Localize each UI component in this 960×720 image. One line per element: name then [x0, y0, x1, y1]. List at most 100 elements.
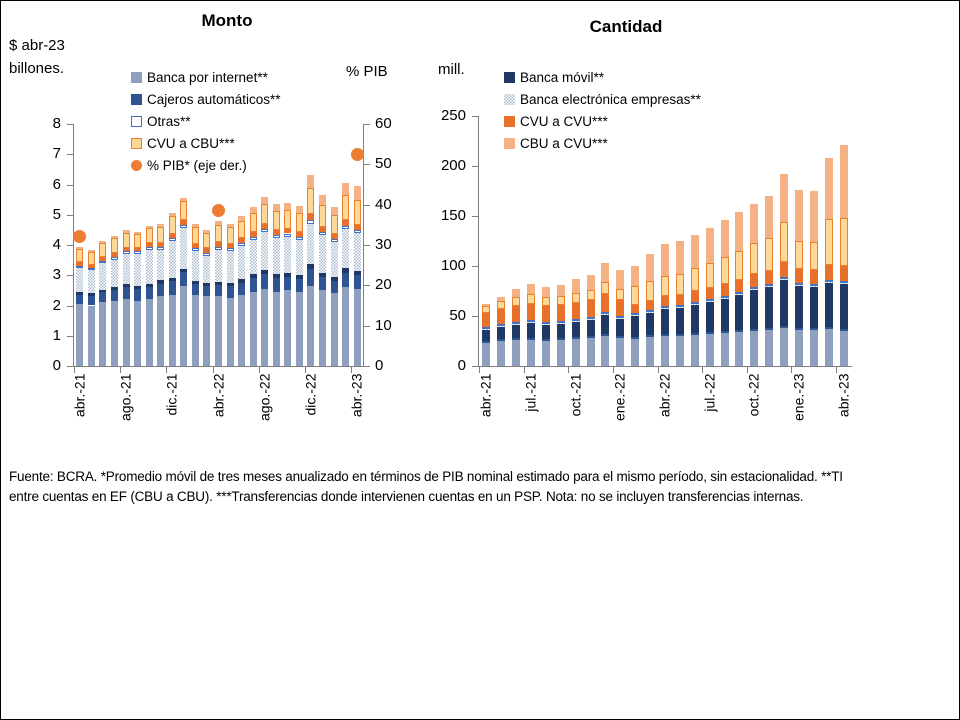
segment-empresas	[601, 314, 610, 315]
segment-banca_internet	[261, 288, 269, 366]
legend-item-pib: % PIB* (eje der.)	[131, 155, 247, 175]
y-axis-tick	[67, 214, 73, 216]
segment-banca_internet	[145, 299, 153, 366]
segment-cvu_cvu	[203, 248, 211, 253]
segment-cvu_cbu	[661, 276, 669, 296]
segment-cbu_cvu	[497, 297, 506, 301]
segment-banca_internet	[720, 333, 729, 366]
segment-cvu_cvu	[76, 262, 84, 266]
y-axis-tick	[472, 116, 478, 117]
y-axis-right-tick	[364, 124, 370, 125]
segment-cvu_cbu	[690, 268, 699, 291]
segment-cajeros	[541, 339, 550, 341]
segment-banca_movil	[705, 302, 714, 332]
x-axis-tick	[612, 367, 614, 373]
segment-empresas	[780, 279, 789, 280]
monto-left-axis-unit-line1: $ abr-23	[9, 37, 65, 54]
segment-empresas	[215, 249, 222, 282]
segment-otras	[226, 248, 234, 252]
segment-cajeros	[134, 288, 142, 301]
segment-otras	[319, 231, 327, 235]
segment-cvu_cvu	[601, 294, 610, 312]
y-axis-tick	[67, 335, 73, 337]
segment-banca_internet	[556, 340, 565, 366]
x-axis-tick	[74, 367, 75, 373]
segment-empresas	[99, 263, 107, 290]
y-axis-tick	[472, 316, 478, 317]
segment-banca_movil	[261, 270, 269, 275]
segment-otras	[527, 320, 536, 322]
segment-otras	[168, 238, 176, 242]
segment-cbu_cvu	[110, 236, 118, 239]
pib-dot-abr.-21	[73, 230, 87, 244]
segment-cajeros	[261, 274, 269, 289]
segment-banca_internet	[307, 285, 315, 366]
y-axis-tick-label: 4	[52, 236, 61, 253]
segment-banca_internet	[122, 299, 130, 366]
segment-cajeros	[168, 281, 176, 295]
segment-empresas	[705, 301, 714, 302]
segment-otras	[180, 224, 188, 228]
y-axis-right-tick	[364, 164, 370, 166]
y-axis-tick-label: 3	[52, 266, 61, 284]
segment-otras	[110, 257, 118, 260]
legend-swatch-cbu_cvu	[504, 137, 515, 149]
segment-otras	[497, 324, 506, 326]
y-axis-tick	[67, 366, 73, 367]
segment-cbu_cvu	[215, 221, 222, 225]
segment-banca_internet	[168, 294, 176, 366]
segment-banca_movil	[168, 277, 176, 282]
segment-empresas	[249, 239, 257, 275]
segment-banca_internet	[482, 343, 491, 366]
segment-banca_movil	[631, 316, 640, 337]
segment-cvu_cvu	[631, 305, 640, 313]
pib-dot-abr.-22	[212, 204, 225, 218]
segment-cvu_cvu	[330, 234, 338, 239]
segment-banca_movil	[87, 293, 95, 296]
segment-otras	[342, 225, 350, 229]
segment-cvu_cvu	[646, 301, 655, 310]
segment-cajeros	[215, 284, 222, 297]
segment-otras	[134, 251, 142, 255]
segment-cajeros	[556, 338, 565, 340]
y-axis-line	[478, 116, 479, 367]
segment-cbu_cvu	[482, 304, 491, 306]
segment-cvu_cvu	[765, 271, 774, 284]
legend-swatch-banca_movil	[504, 71, 515, 83]
segment-banca_internet	[809, 330, 818, 366]
segment-empresas	[675, 307, 684, 308]
segment-empresas	[839, 283, 848, 284]
segment-banca_movil	[134, 285, 142, 289]
segment-cvu_cbu	[527, 294, 536, 304]
segment-cvu_cbu	[238, 220, 246, 239]
segment-banca_internet	[824, 329, 833, 366]
segment-banca_movil	[284, 272, 292, 277]
segment-cvu_cvu	[794, 269, 803, 283]
segment-banca_internet	[295, 291, 303, 366]
y-axis-right-tick-label: 0	[375, 357, 384, 374]
segment-otras	[353, 230, 361, 234]
segment-cajeros	[690, 333, 699, 335]
segment-banca_movil	[646, 313, 655, 335]
segment-cvu_cvu	[191, 243, 199, 249]
segment-empresas	[168, 241, 176, 278]
segment-empresas	[735, 294, 744, 295]
segment-cvu_cvu	[99, 257, 107, 261]
x-axis-tick	[702, 367, 704, 373]
segment-banca_movil	[661, 309, 669, 334]
segment-cbu_cvu	[191, 224, 199, 228]
segment-empresas	[307, 223, 315, 265]
segment-cvu_cbu	[110, 238, 118, 254]
segment-banca_internet	[631, 339, 640, 366]
segment-otras	[705, 299, 714, 301]
segment-banca_internet	[765, 330, 774, 366]
segment-empresas	[794, 285, 803, 286]
segment-banca_internet	[99, 302, 107, 366]
segment-otras	[284, 233, 292, 237]
segment-cvu_cvu	[215, 242, 222, 247]
source-footnote: Fuente: BCRA. *Promedio móvil de tres me…	[9, 469, 843, 504]
y-axis-tick-label: 6	[52, 175, 61, 193]
segment-cajeros	[735, 330, 744, 332]
segment-empresas	[238, 245, 246, 280]
segment-banca_internet	[750, 331, 759, 366]
